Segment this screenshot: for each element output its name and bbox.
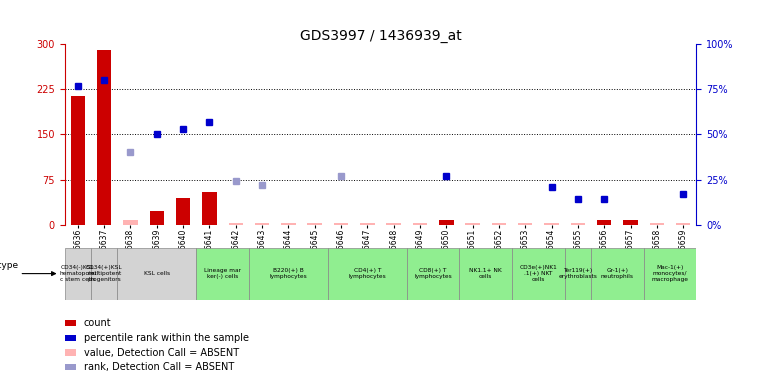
Bar <box>623 220 638 225</box>
Text: Mac-1(+)
monocytes/
macrophage: Mac-1(+) monocytes/ macrophage <box>651 265 689 282</box>
Bar <box>117 248 196 300</box>
Text: cell type: cell type <box>0 262 18 270</box>
Bar <box>591 248 644 300</box>
Bar <box>644 248 696 300</box>
Bar <box>571 223 585 225</box>
Bar <box>387 223 401 225</box>
Bar <box>281 223 295 225</box>
Bar <box>65 349 76 356</box>
Bar <box>460 248 512 300</box>
Bar <box>65 248 91 300</box>
Text: CD34(-)KSL
hematopoiet
c stem cells: CD34(-)KSL hematopoiet c stem cells <box>59 265 97 282</box>
Bar <box>360 223 374 225</box>
Text: B220(+) B
lymphocytes: B220(+) B lymphocytes <box>269 268 307 279</box>
Bar <box>249 248 328 300</box>
Bar <box>544 223 559 225</box>
Bar <box>176 198 190 225</box>
Bar <box>307 223 322 225</box>
Bar <box>228 223 243 225</box>
Bar <box>202 192 217 225</box>
Text: CD34(+)KSL
multipotent
progenitors: CD34(+)KSL multipotent progenitors <box>86 265 123 282</box>
Bar <box>518 223 533 225</box>
Text: count: count <box>84 318 111 328</box>
Text: Ter119(+)
erythroblasts: Ter119(+) erythroblasts <box>559 268 597 279</box>
Bar <box>565 248 591 300</box>
Bar <box>123 220 138 225</box>
Text: CD8(+) T
lymphocytes: CD8(+) T lymphocytes <box>414 268 452 279</box>
Title: GDS3997 / 1436939_at: GDS3997 / 1436939_at <box>300 29 461 43</box>
Bar <box>676 223 690 225</box>
Text: percentile rank within the sample: percentile rank within the sample <box>84 333 249 343</box>
Text: rank, Detection Call = ABSENT: rank, Detection Call = ABSENT <box>84 362 234 372</box>
Bar <box>97 50 111 225</box>
Bar <box>91 248 117 300</box>
Bar <box>492 223 506 225</box>
Bar <box>466 223 480 225</box>
Bar <box>71 96 85 225</box>
Text: NK1.1+ NK
cells: NK1.1+ NK cells <box>470 268 502 279</box>
Bar <box>65 320 76 326</box>
Bar <box>412 223 427 225</box>
Bar <box>255 223 269 225</box>
Bar <box>65 364 76 370</box>
Bar <box>650 223 664 225</box>
Text: Lineage mar
ker(-) cells: Lineage mar ker(-) cells <box>204 268 241 279</box>
Bar <box>328 248 407 300</box>
Text: Gr-1(+)
neutrophils: Gr-1(+) neutrophils <box>601 268 634 279</box>
Text: KSL cells: KSL cells <box>144 271 170 276</box>
Text: CD4(+) T
lymphocytes: CD4(+) T lymphocytes <box>349 268 387 279</box>
Text: value, Detection Call = ABSENT: value, Detection Call = ABSENT <box>84 348 239 358</box>
Bar <box>334 223 349 225</box>
Bar <box>597 220 611 225</box>
Bar <box>65 335 76 341</box>
Bar <box>512 248 565 300</box>
Bar <box>407 248 460 300</box>
Text: CD3e(+)NK1
.1(+) NKT
cells: CD3e(+)NK1 .1(+) NKT cells <box>520 265 557 282</box>
Bar <box>150 212 164 225</box>
Bar <box>196 248 249 300</box>
Bar <box>439 220 454 225</box>
